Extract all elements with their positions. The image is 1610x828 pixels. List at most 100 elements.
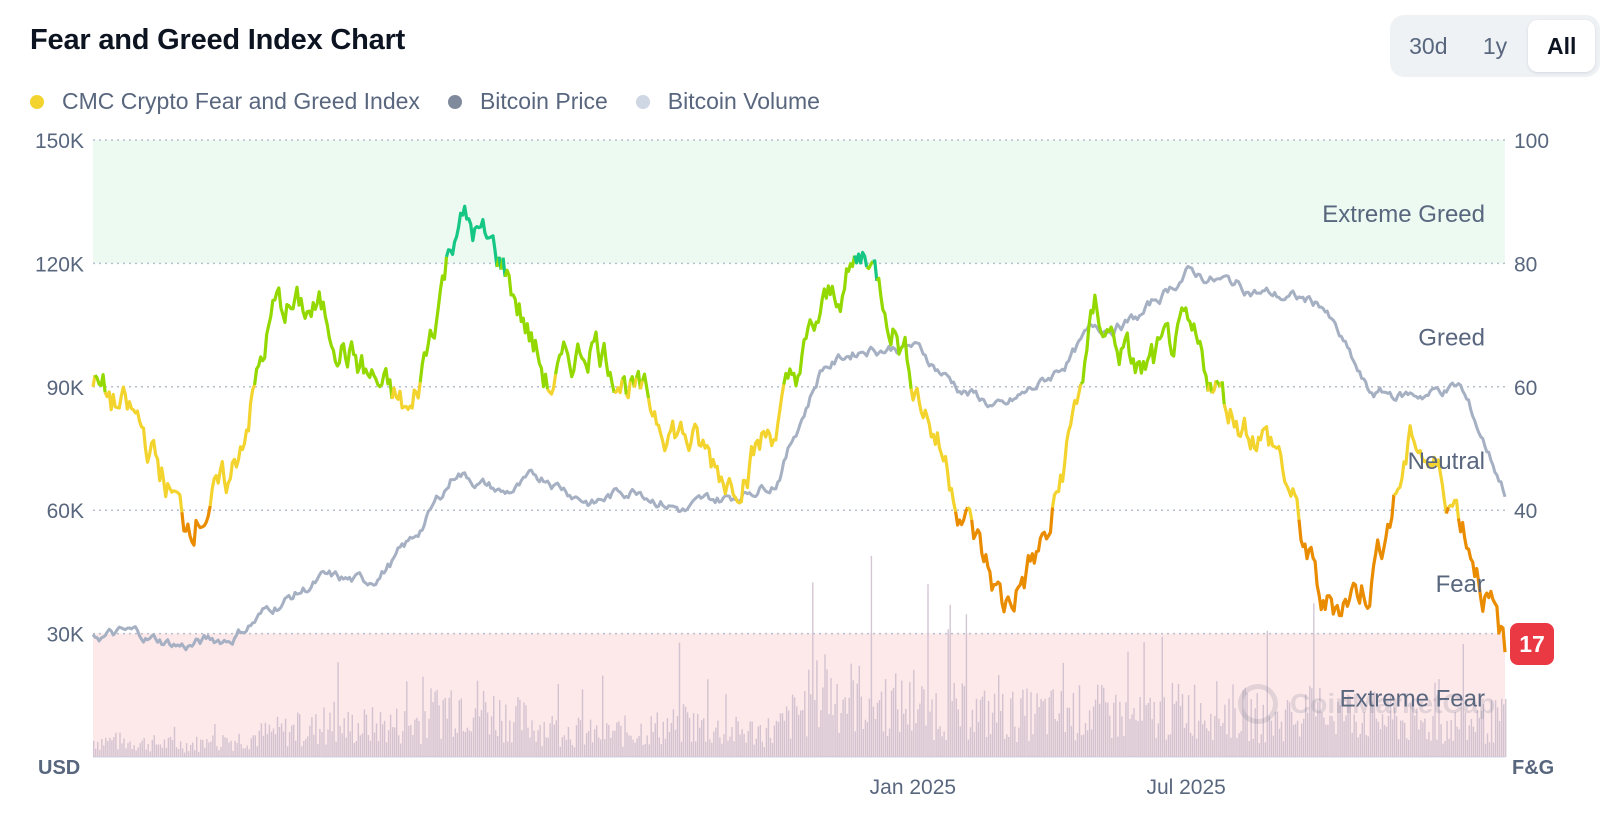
volume-bar (755, 738, 757, 757)
volume-bar (692, 713, 695, 757)
legend-dot-icon (30, 94, 44, 109)
volume-bar (1391, 719, 1394, 757)
volume-bar (1010, 698, 1012, 757)
legend-label: Bitcoin Volume (667, 88, 820, 114)
volume-bar (1153, 701, 1155, 757)
volume-bar (337, 662, 339, 757)
volume-bar (293, 724, 295, 757)
range-1y-button[interactable]: 1y (1462, 20, 1529, 72)
volume-bar (644, 744, 646, 757)
volume-bar (1373, 691, 1376, 757)
range-30d-button[interactable]: 30d (1395, 20, 1462, 72)
volume-bar (1410, 703, 1412, 757)
volume-bar (343, 718, 345, 757)
fear-greed-segment (640, 372, 651, 399)
volume-bar (529, 737, 531, 757)
fear-greed-segment (620, 375, 628, 395)
legend-item-fear-greed[interactable]: CMC Crypto Fear and Greed Index (30, 88, 420, 115)
volume-bar (1060, 691, 1062, 757)
volume-bar (1292, 725, 1295, 757)
volume-bar (1105, 702, 1107, 757)
volume-bar (1262, 704, 1264, 757)
volume-bar (1462, 644, 1464, 757)
volume-bar (913, 669, 915, 757)
volume-bar (998, 675, 1000, 757)
volume-bar (775, 720, 778, 757)
volume-bar (769, 737, 772, 757)
volume-bar (1347, 694, 1349, 757)
volume-bar (1086, 730, 1089, 757)
volume-bar (967, 739, 970, 757)
volume-bar (1044, 698, 1046, 757)
volume-bar (947, 629, 949, 757)
volume-bar (636, 738, 638, 757)
volume-bar (1329, 715, 1331, 757)
volume-bar (735, 716, 737, 757)
volume-bar (208, 742, 210, 757)
volume-bar (373, 732, 376, 757)
volume-bar (327, 729, 329, 757)
volume-bar (901, 680, 903, 757)
volume-bar (598, 737, 600, 757)
volume-bar (1282, 741, 1285, 757)
volume-bar (1446, 721, 1448, 757)
volume-bar (715, 727, 717, 757)
legend-item-bitcoin-volume[interactable]: Bitcoin Volume (635, 88, 820, 115)
volume-bar (733, 741, 735, 757)
volume-bar (741, 729, 743, 757)
fear-greed-segment (632, 377, 638, 388)
volume-bar (482, 690, 485, 757)
volume-bar (747, 731, 749, 757)
range-switch: 30d 1y All (1390, 15, 1600, 77)
volume-bar (731, 727, 733, 757)
volume-bar (729, 736, 731, 757)
volume-bar (1404, 722, 1406, 757)
range-all-button[interactable]: All (1528, 20, 1596, 72)
volume-bar (523, 702, 525, 757)
volume-bar (377, 741, 380, 757)
volume-bar (765, 728, 768, 757)
volume-bar (1313, 603, 1315, 757)
legend-label: Bitcoin Price (479, 88, 608, 114)
volume-bar (993, 693, 996, 757)
volume-bar (1175, 701, 1178, 757)
volume-bar (1014, 726, 1016, 757)
volume-bar (99, 749, 101, 757)
volume-bar (565, 739, 568, 757)
volume-bar (632, 739, 634, 757)
volume-bar (212, 735, 214, 757)
volume-bar (1349, 696, 1351, 757)
volume-bar (1454, 712, 1456, 757)
volume-bar (882, 731, 885, 757)
volume-bar (402, 731, 404, 757)
volume-bar (650, 716, 652, 757)
volume-bar (951, 701, 953, 757)
volume-bar (969, 727, 972, 757)
fear-greed-segment (646, 384, 786, 505)
volume-bar (305, 739, 307, 757)
volume-bar (1444, 741, 1446, 757)
legend-item-bitcoin-price[interactable]: Bitcoin Price (447, 88, 608, 115)
volume-bar (1022, 689, 1024, 757)
volume-bar (616, 722, 618, 757)
volume-bar (404, 711, 406, 757)
volume-bar (751, 721, 753, 757)
volume-bar (1414, 715, 1416, 757)
volume-bar (181, 748, 184, 757)
left-axis-tick: 90K (47, 377, 84, 400)
fear-greed-segment (390, 382, 422, 411)
fear-greed-segment (554, 330, 616, 394)
volume-bar (541, 746, 543, 757)
volume-bar (1397, 739, 1400, 757)
volume-bar (1494, 700, 1497, 757)
volume-bar (1321, 712, 1323, 757)
volume-bar (1301, 723, 1303, 757)
volume-bar (1254, 708, 1256, 757)
volume-bar (493, 696, 495, 757)
volume-bar (840, 713, 842, 757)
fear-greed-segment (782, 255, 857, 388)
volume-bar (323, 707, 325, 757)
volume-bar (484, 702, 487, 757)
volume-bar (1068, 707, 1071, 757)
